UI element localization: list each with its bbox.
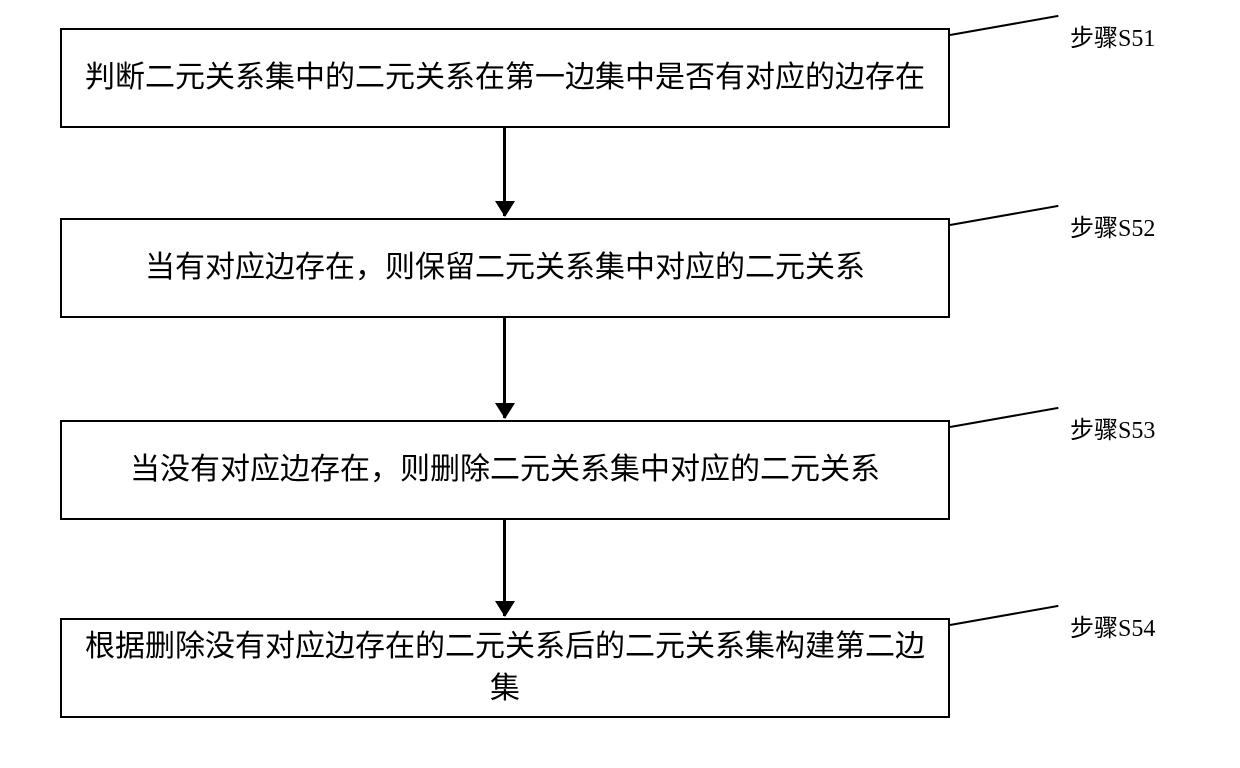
step-text: 当有对应边存在，则保留二元关系集中对应的二元关系 xyxy=(145,247,865,289)
step-text: 根据删除没有对应边存在的二元关系后的二元关系集构建第二边集 xyxy=(82,626,928,710)
arrow-2 xyxy=(503,318,506,418)
flowchart-diagram: 判断二元关系集中的二元关系在第一边集中是否有对应的边存在 步骤S51 当有对应边… xyxy=(0,0,1240,768)
step-box-s54: 根据删除没有对应边存在的二元关系后的二元关系集构建第二边集 xyxy=(60,618,950,718)
label-connector xyxy=(950,407,1059,428)
arrow-3 xyxy=(503,520,506,616)
step-label-s53: 步骤S53 xyxy=(1070,410,1155,445)
step-box-s51: 判断二元关系集中的二元关系在第一边集中是否有对应的边存在 xyxy=(60,28,950,128)
step-box-s52: 当有对应边存在，则保留二元关系集中对应的二元关系 xyxy=(60,218,950,318)
step-label-s54: 步骤S54 xyxy=(1070,608,1155,643)
label-connector xyxy=(950,605,1059,626)
step-box-s53: 当没有对应边存在，则删除二元关系集中对应的二元关系 xyxy=(60,420,950,520)
step-text: 判断二元关系集中的二元关系在第一边集中是否有对应的边存在 xyxy=(85,57,925,99)
label-connector xyxy=(950,205,1059,226)
step-label-s52: 步骤S52 xyxy=(1070,208,1155,243)
label-connector xyxy=(950,15,1059,36)
step-text: 当没有对应边存在，则删除二元关系集中对应的二元关系 xyxy=(130,449,880,491)
arrow-1 xyxy=(503,128,506,216)
step-label-s51: 步骤S51 xyxy=(1070,18,1155,53)
